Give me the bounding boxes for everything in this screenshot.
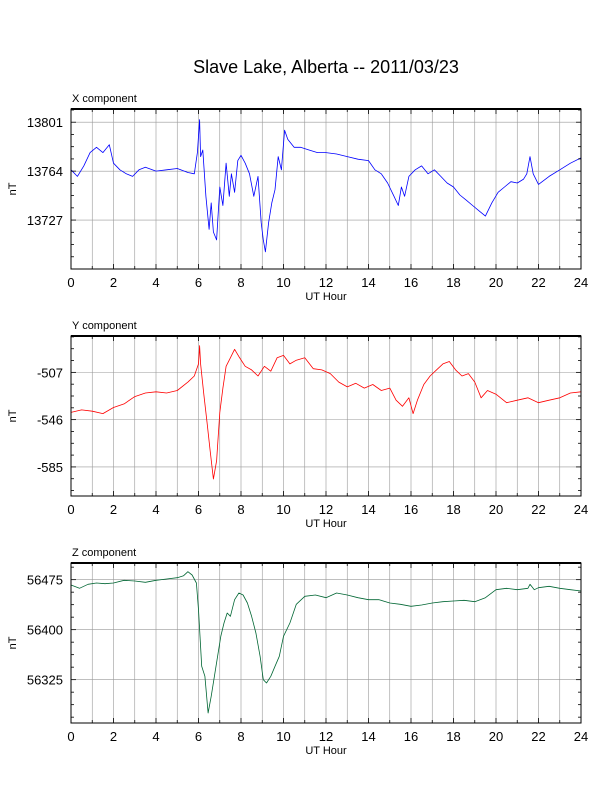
x-axis-label-z: UT Hour [305, 745, 347, 757]
panel-title-z: Z component [72, 547, 136, 559]
y-axis-label-y: nT [7, 409, 19, 422]
y-axis-label-z: nT [7, 636, 19, 649]
x-axis-label-x: UT Hour [305, 291, 347, 303]
x-tick-label-y: 4 [152, 502, 159, 517]
x-tick-label-z: 4 [152, 729, 159, 744]
x-axis-label-y: UT Hour [305, 518, 347, 530]
x-tick-label-y: 0 [67, 502, 74, 517]
y-tick-label-x: 13764 [27, 164, 63, 179]
x-tick-label-z: 24 [574, 729, 588, 744]
y-axis-label-x: nT [7, 182, 19, 195]
x-tick-label-z: 14 [361, 729, 375, 744]
x-tick-label-x: 6 [195, 275, 202, 290]
x-tick-label-y: 10 [276, 502, 290, 517]
x-tick-label-y: 18 [446, 502, 460, 517]
x-tick-label-x: 12 [319, 275, 333, 290]
series-line-y [70, 345, 582, 480]
y-tick-label-y: -507 [37, 365, 63, 380]
x-tick-label-x: 2 [110, 275, 117, 290]
x-tick-label-y: 6 [195, 502, 202, 517]
y-tick-label-z: 56325 [27, 673, 63, 688]
x-tick-label-y: 24 [574, 502, 588, 517]
y-tick-label-x: 13727 [27, 213, 63, 228]
x-tick-label-x: 14 [361, 275, 375, 290]
x-tick-label-x: 0 [67, 275, 74, 290]
y-tick-label-y: -546 [37, 413, 63, 428]
x-tick-label-x: 18 [446, 275, 460, 290]
x-tick-label-x: 8 [237, 275, 244, 290]
page-title: Slave Lake, Alberta -- 2011/03/23 [193, 57, 459, 77]
x-tick-label-y: 8 [237, 502, 244, 517]
y-tick-label-x: 13801 [27, 115, 63, 130]
x-tick-label-x: 20 [489, 275, 503, 290]
series-line-z [70, 571, 582, 714]
x-tick-label-z: 6 [195, 729, 202, 744]
x-tick-label-y: 16 [404, 502, 418, 517]
x-tick-label-y: 2 [110, 502, 117, 517]
y-tick-label-z: 56400 [27, 623, 63, 638]
x-tick-label-z: 18 [446, 729, 460, 744]
y-tick-label-z: 56475 [27, 573, 63, 588]
panel-title-x: X component [72, 93, 137, 105]
x-tick-label-x: 4 [152, 275, 159, 290]
x-tick-label-z: 2 [110, 729, 117, 744]
x-tick-label-y: 22 [531, 502, 545, 517]
x-tick-label-z: 0 [67, 729, 74, 744]
x-tick-label-x: 16 [404, 275, 418, 290]
x-tick-label-x: 24 [574, 275, 588, 290]
x-tick-label-x: 22 [531, 275, 545, 290]
x-tick-label-z: 22 [531, 729, 545, 744]
x-tick-label-y: 14 [361, 502, 375, 517]
y-tick-label-y: -585 [37, 460, 63, 475]
series-line-x [70, 119, 582, 253]
x-tick-label-z: 12 [319, 729, 333, 744]
x-tick-label-z: 8 [237, 729, 244, 744]
x-tick-label-y: 20 [489, 502, 503, 517]
panel-title-y: Y component [72, 320, 137, 332]
x-tick-label-z: 20 [489, 729, 503, 744]
x-tick-label-z: 16 [404, 729, 418, 744]
x-tick-label-x: 10 [276, 275, 290, 290]
x-tick-label-y: 12 [319, 502, 333, 517]
x-tick-label-z: 10 [276, 729, 290, 744]
